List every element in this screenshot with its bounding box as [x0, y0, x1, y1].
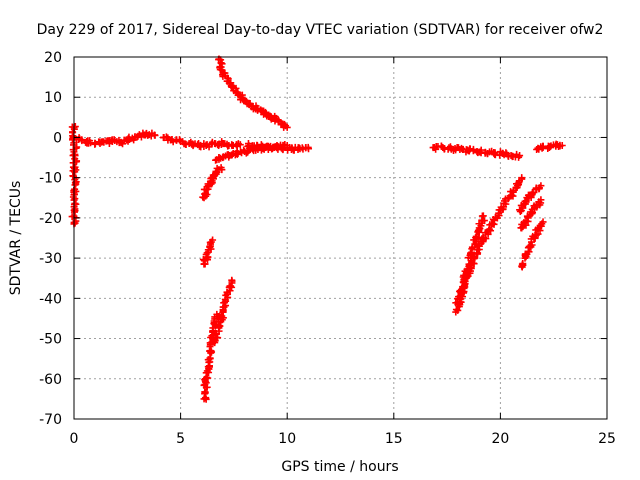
y-axis-label: SDTVAR / TECUs	[8, 181, 24, 296]
data-point	[201, 261, 208, 268]
y-tick-label: -70	[39, 412, 62, 428]
x-tick-label: 10	[278, 431, 296, 447]
chart-title: Day 229 of 2017, Sidereal Day-to-day VTE…	[37, 22, 604, 38]
series-baseline-17-21h	[430, 142, 523, 160]
y-tick-label: -40	[39, 291, 62, 307]
y-tick-label: -50	[39, 332, 62, 348]
y-tick-label: -60	[39, 372, 62, 388]
series-baseline-21-23h	[533, 141, 566, 153]
data-marks	[69, 56, 566, 403]
y-tick-label: -20	[39, 211, 62, 227]
x-tick-label: 0	[70, 431, 79, 447]
x-tick-label: 20	[491, 431, 509, 447]
series-short-segment-6h	[200, 237, 216, 268]
series-descending-curve	[215, 56, 291, 131]
x-tick-label: 15	[385, 431, 403, 447]
series-baseline-0-4h	[75, 130, 159, 148]
y-tick-label: 10	[44, 90, 62, 106]
y-tick-label: -30	[39, 251, 62, 267]
x-axis-label: GPS time / hours	[281, 459, 398, 475]
series-rising-curve-18h-b	[452, 174, 525, 306]
series-baseline-4-8h	[160, 133, 244, 150]
series-rising-curve-6h	[199, 164, 225, 201]
y-tick-label: -10	[39, 171, 62, 187]
plot-frame	[74, 57, 607, 419]
grid-lines	[74, 57, 607, 419]
x-tick-label: 5	[176, 431, 185, 447]
chart-canvas: 0 5 10 15 20 25 20 10 0 -10 -20 -30 -40 -50 -60 -70 Day…	[0, 0, 640, 480]
y-tick-label: 0	[53, 130, 62, 146]
y-tick-label: 20	[44, 50, 62, 66]
x-tick-label: 25	[598, 431, 616, 447]
